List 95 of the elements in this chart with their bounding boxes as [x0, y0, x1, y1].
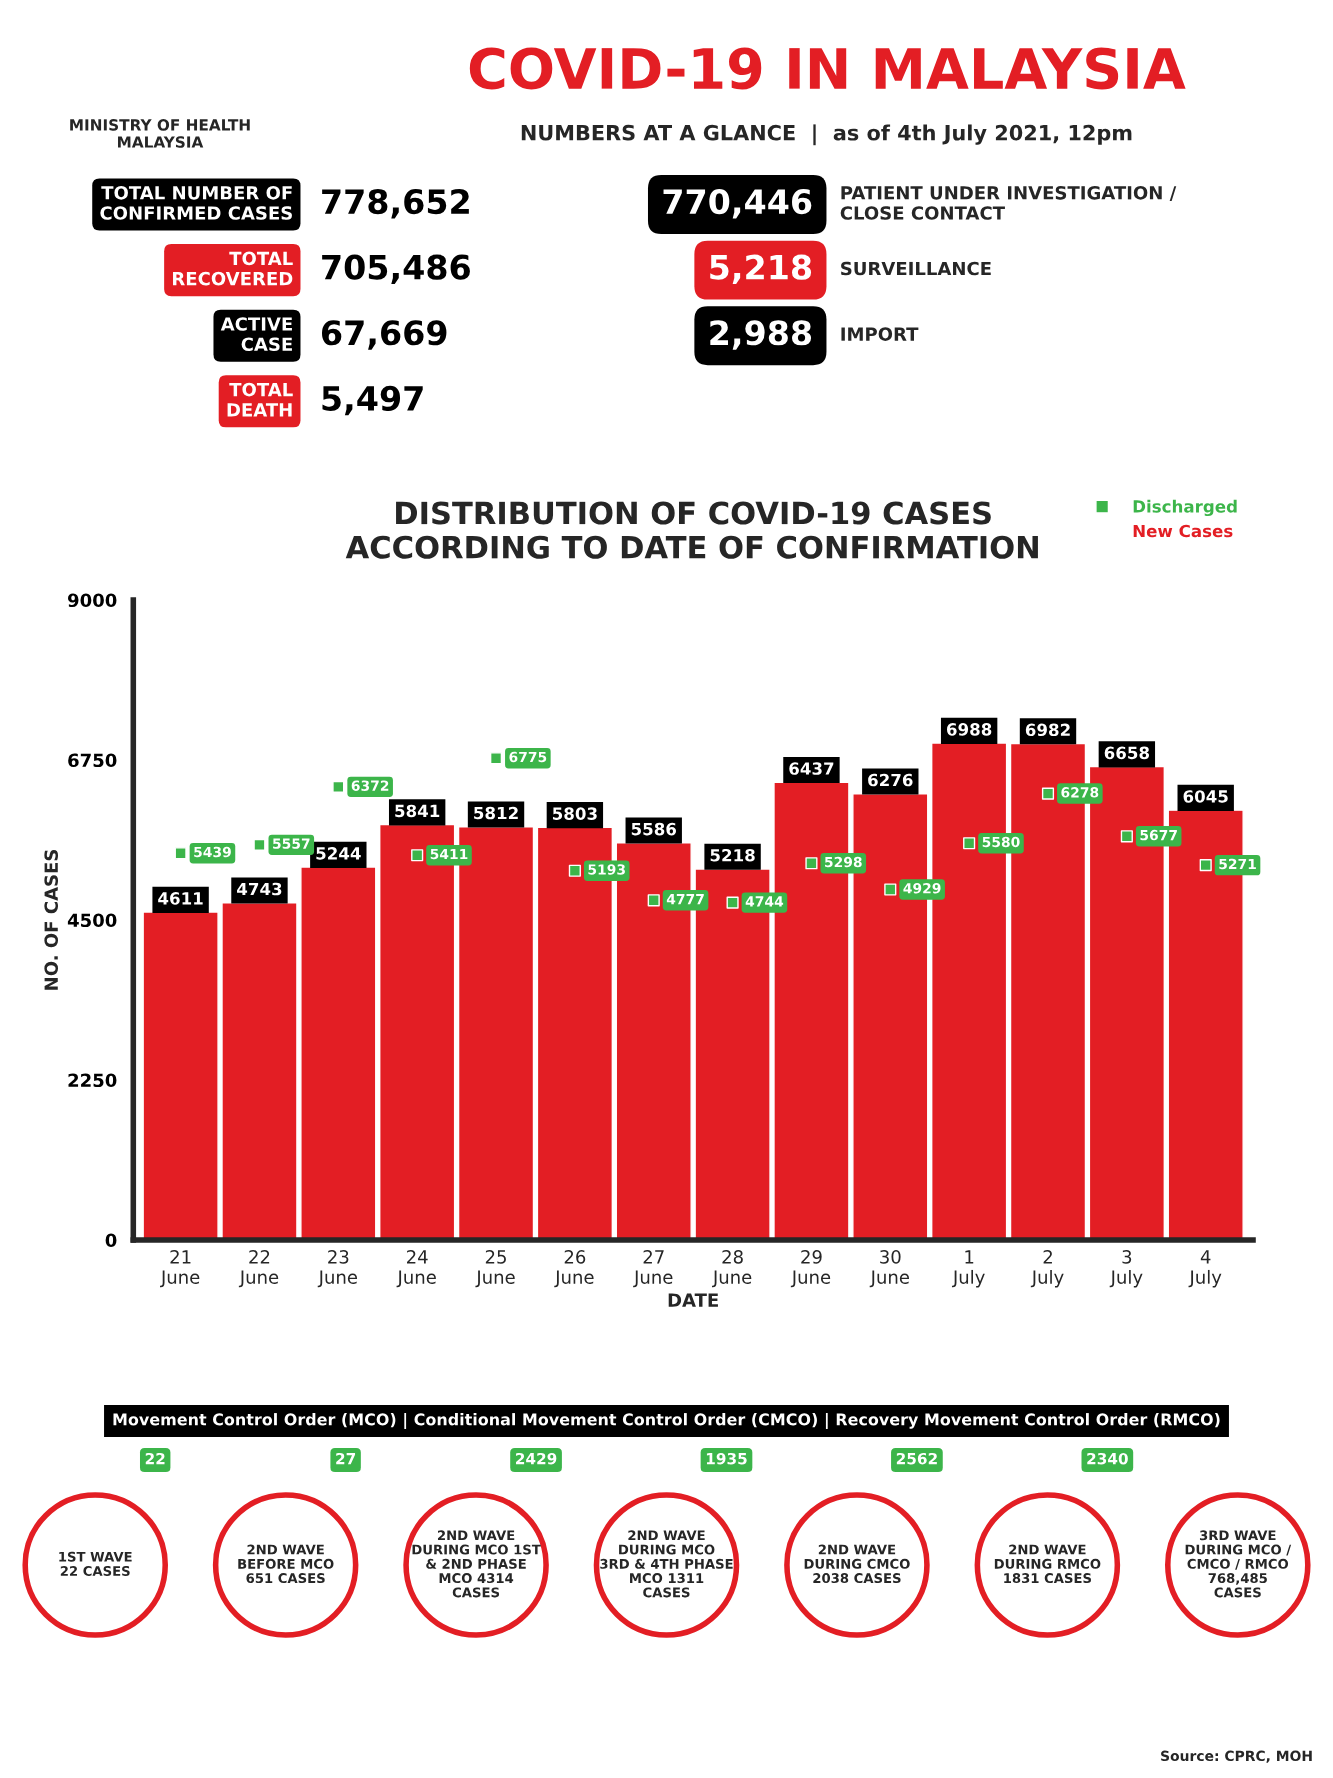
- text: 5,497: [322, 385, 423, 416]
- data-label: 6658: [1104, 746, 1150, 760]
- source-note: Source: CPRC, MOH: [1161, 1750, 1312, 1763]
- y-tick-label: 6750: [68, 753, 117, 768]
- point: [726, 896, 739, 909]
- data-label: 6982: [1025, 723, 1070, 737]
- text: Movement Control Order (MCO) | Conditional Movement Control Order (CMCO) | Recovery Movement Control Order (RMCO): [113, 1413, 1220, 1429]
- data-label: 4611: [158, 892, 203, 905]
- text: TOTAL RECOVERED: [173, 251, 293, 286]
- data-label: 6372: [351, 780, 389, 791]
- point: [411, 849, 424, 862]
- text: 2ND WAVE DURING CMCO 2038 CASES: [804, 1544, 910, 1584]
- text: 2ND WAVE BEFORE MCO 651 CASES: [238, 1544, 334, 1584]
- x-axis-title: DATE: [668, 1293, 718, 1307]
- text: 67,669: [321, 320, 447, 350]
- x-tick-label: 3 July: [1109, 1250, 1143, 1288]
- x-tick-label: 4 July: [1188, 1250, 1222, 1288]
- point: [805, 857, 818, 870]
- data-label: 6775: [509, 751, 547, 763]
- x-tick-label: 28 June: [711, 1250, 752, 1288]
- x-tick-label: 29 June: [790, 1250, 831, 1288]
- data-label: 4743: [237, 882, 282, 896]
- text: 2ND WAVE DURING RMCO 1831 CASES: [994, 1544, 1101, 1584]
- text: 2ND WAVE DURING MCO 3RD & 4TH PHASE MCO 1311 CASES: [600, 1530, 733, 1598]
- data-label: 6045: [1183, 790, 1228, 803]
- text: 770,446: [663, 188, 812, 219]
- text: 3RD WAVE DURING MCO / CMCO / RMCO 768,485 CASES: [1185, 1530, 1292, 1598]
- text: 778,652: [322, 188, 469, 219]
- text: 27: [336, 1452, 356, 1465]
- y-axis-title: NO. OF CASES: [44, 849, 59, 990]
- data-label: 6276: [868, 773, 913, 787]
- text: ACTIVE CASE: [220, 317, 292, 352]
- data-label: 5244: [316, 847, 361, 860]
- x-tick-label: 1 July: [951, 1250, 985, 1288]
- data-label: 5298: [825, 856, 862, 868]
- y-tick-label: 4500: [67, 913, 117, 928]
- x-tick-label: 30 June: [869, 1250, 909, 1288]
- point: [489, 752, 503, 765]
- data-label: 5586: [631, 822, 677, 836]
- text: MINISTRY OF HEALTH MALAYSIA: [70, 119, 250, 148]
- text: 2340: [1087, 1452, 1128, 1465]
- point: [884, 883, 897, 896]
- data-label: 4777: [666, 894, 704, 905]
- y-tick-label: 0: [105, 1233, 117, 1248]
- y-tick-label: 2250: [68, 1073, 117, 1088]
- data-label: 5439: [194, 846, 231, 858]
- point: [647, 894, 660, 907]
- text: TOTAL DEATH: [227, 382, 293, 417]
- text: NUMBERS AT A GLANCE | as of 4th July 2021, 12pm: [521, 124, 1132, 146]
- y-tick-label: 9000: [68, 593, 117, 608]
- text: TOTAL NUMBER OF CONFIRMED CASES: [100, 185, 292, 220]
- data-label: 5841: [395, 804, 440, 818]
- text: IMPORT: [841, 327, 919, 341]
- x-tick-label: 27 June: [633, 1250, 673, 1288]
- data-label: 4929: [903, 883, 941, 894]
- chart-title: DISTRIBUTION OF COVID-19 CASES ACCORDING TO DATE OF CONFIRMATION: [345, 501, 1038, 559]
- point: [1120, 830, 1133, 843]
- text: 2ND WAVE DURING MCO 1ST & 2ND PHASE MCO 4314 CASES: [412, 1530, 541, 1598]
- x-tick-label: 2 July: [1030, 1250, 1064, 1288]
- text: SURVEILLANCE: [841, 261, 991, 276]
- point: [568, 864, 581, 877]
- text: 2,988: [710, 320, 812, 350]
- data-label: 5812: [474, 806, 518, 820]
- text: PATIENT UNDER INVESTIGATION / CLOSE CONTACT: [840, 185, 1177, 220]
- data-label: 6437: [789, 762, 834, 775]
- text: 2562: [896, 1452, 937, 1465]
- text: 705,486: [322, 254, 470, 285]
- text: 22: [145, 1452, 165, 1465]
- data-label: 5411: [430, 848, 468, 860]
- data-label: 4744: [745, 896, 784, 907]
- data-label: 5677: [1140, 829, 1177, 841]
- data-label: 5271: [1219, 858, 1256, 870]
- data-label: 5580: [982, 836, 1020, 848]
- text: COVID-19 IN MALAYSIA: [469, 47, 1186, 90]
- text: 1935: [706, 1452, 747, 1465]
- data-label: 5803: [552, 807, 597, 820]
- x-tick-label: 24 June: [396, 1250, 436, 1288]
- text: 5,218: [710, 254, 812, 285]
- x-tick-label: 26 June: [554, 1250, 594, 1288]
- data-label: 5557: [273, 838, 310, 849]
- point: [1199, 859, 1212, 872]
- data-label: 6278: [1061, 787, 1099, 798]
- data-label: 6988: [946, 723, 992, 736]
- data-label: 5218: [710, 848, 755, 862]
- point: [963, 837, 976, 850]
- x-tick-label: 25 June: [475, 1250, 515, 1288]
- text: 2429: [516, 1452, 557, 1465]
- text: 1ST WAVE 22 CASES: [59, 1551, 132, 1576]
- legend-label: Discharged: [1133, 499, 1237, 517]
- point: [1041, 787, 1055, 800]
- x-tick-label: 23 June: [317, 1250, 358, 1288]
- data-label: 5193: [588, 864, 625, 875]
- x-tick-label: 21 June: [160, 1250, 200, 1288]
- x-tick-label: 22 June: [238, 1250, 279, 1288]
- text: New Cases: [1133, 524, 1233, 538]
